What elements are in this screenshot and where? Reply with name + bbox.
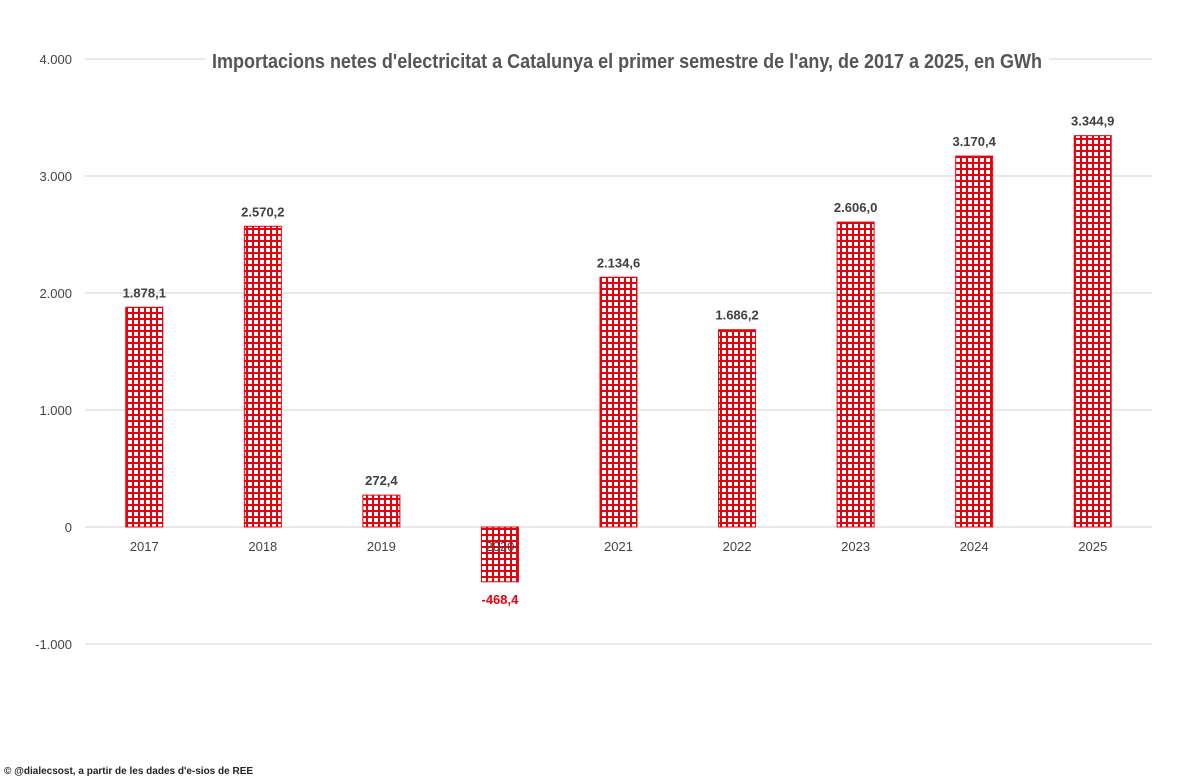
bars [125, 135, 1112, 583]
x-tick-label: 2018 [248, 539, 277, 554]
y-axis-tick-labels: -1.000 0 1.000 2.000 3.000 4.000 [35, 52, 72, 652]
bar-2019 [362, 494, 401, 528]
bar-2023 [836, 221, 875, 528]
x-tick-label: 2020 [485, 539, 514, 554]
data-label: 2.570,2 [241, 204, 284, 219]
x-tick-label: 2019 [367, 539, 396, 554]
bar-2020 [480, 526, 519, 583]
x-axis-tick-labels: 2017 2018 2019 2020 2021 2022 2023 2024 2025 [130, 539, 1107, 554]
data-label: 272,4 [365, 473, 398, 488]
bar-2022 [718, 329, 757, 528]
bar-2018 [243, 225, 282, 528]
bar-2021 [599, 276, 638, 528]
x-tick-label: 2022 [723, 539, 752, 554]
data-label: 1.686,2 [715, 308, 758, 323]
y-tick-label: 0 [65, 520, 72, 535]
x-tick-label: 2023 [841, 539, 870, 554]
y-tick-label: 4.000 [39, 52, 72, 67]
data-label: 2.606,0 [834, 200, 877, 215]
chart-title-background [205, 48, 1049, 76]
data-label: 2.134,6 [597, 255, 640, 270]
x-tick-label: 2017 [130, 539, 159, 554]
bar-2024 [955, 155, 994, 528]
data-label: -468,4 [482, 592, 520, 607]
chart-title: Importacions netes d'electricitat a Cata… [212, 51, 1042, 73]
x-tick-label: 2021 [604, 539, 633, 554]
data-label: 3.170,4 [952, 134, 996, 149]
bar-2025 [1073, 135, 1112, 528]
y-tick-label: 1.000 [39, 403, 72, 418]
x-tick-label: 2025 [1078, 539, 1107, 554]
x-tick-label: 2024 [960, 539, 989, 554]
data-label: 3.344,9 [1071, 114, 1114, 129]
data-labels: 1.878,1 2.570,2 272,4 -468,4 2.134,6 1.686,2 2… [123, 114, 1115, 607]
y-tick-label: 3.000 [39, 169, 72, 184]
footer-credit: © @dialecsost, a partir de les dades d'e… [4, 766, 254, 777]
y-tick-label: 2.000 [39, 286, 72, 301]
y-tick-label: -1.000 [35, 637, 72, 652]
data-label: 1.878,1 [123, 285, 166, 300]
bar-2017 [125, 306, 164, 528]
